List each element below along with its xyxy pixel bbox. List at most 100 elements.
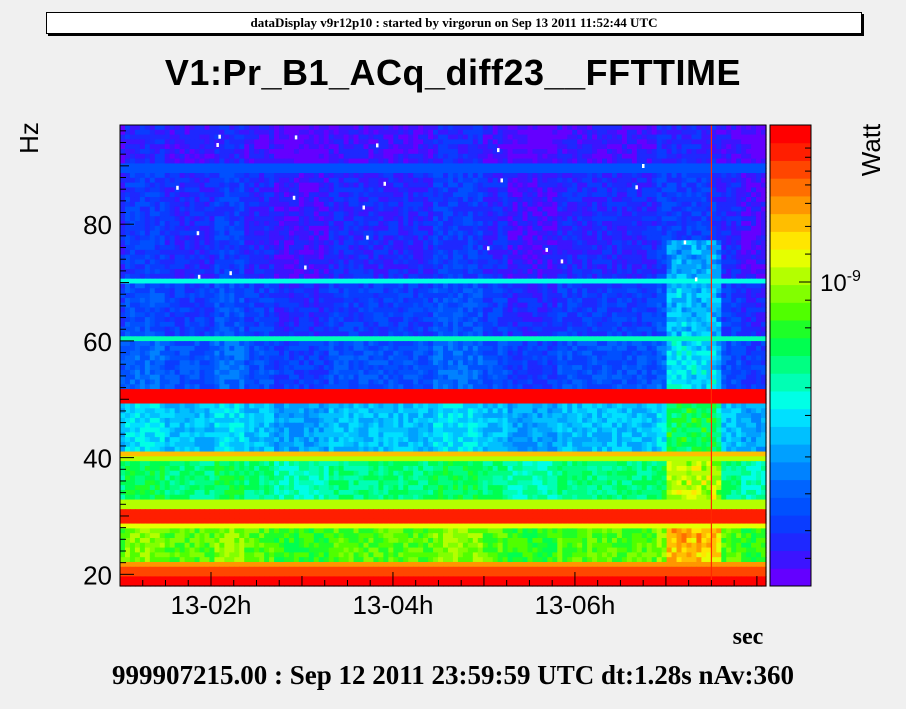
heatmap-cell [144,187,151,193]
heatmap-cell [214,293,220,299]
heatmap-cell [447,182,454,189]
heatmap-cell [706,245,712,251]
heatmap-cell [602,201,608,208]
heatmap-cell [279,297,285,304]
heatmap-cell [616,125,623,131]
heatmap-cell [209,173,216,179]
heatmap-cell [189,129,196,136]
heatmap-cell [298,177,305,184]
heatmap-cell [646,197,653,203]
heatmap-cell [666,211,673,217]
heatmap-cell [567,269,573,275]
heatmap-cell [447,139,454,145]
heatmap-cell [731,288,737,294]
heatmap-cell [537,173,543,179]
heatmap-cell [726,240,732,246]
heatmap-cell [338,249,345,256]
heatmap-cell [353,168,360,174]
heatmap-cell [696,129,702,136]
heatmap-cell [641,206,648,213]
heatmap-cell [457,254,464,261]
heatmap-cell [308,259,315,265]
heatmap-cell [338,269,345,275]
heatmap-cell [254,269,260,275]
heatmap-cell [671,230,678,237]
heatmap-cell [174,153,181,160]
heatmap-cell [293,278,300,285]
heatmap-cell [129,187,136,193]
heatmap-cell [681,177,688,184]
heatmap-cell [726,158,732,165]
heatmap-cell [194,129,201,136]
heatmap-cell [393,149,399,155]
heatmap-cell [761,206,767,213]
heatmap-cell [497,149,504,155]
heatmap-cell [611,187,618,193]
heatmap-cell [219,206,225,213]
heatmap-cell [587,211,593,217]
heatmap-cell [736,163,742,169]
heatmap-cell [706,235,712,241]
heatmap-cell [447,206,454,213]
heatmap-cell [219,307,225,313]
heatmap-cell [224,288,230,294]
heatmap-cell [547,211,553,217]
heatmap-cell [204,230,211,237]
heatmap-cell [194,273,201,280]
heatmap-cell [423,163,429,169]
heatmap-cell [626,230,633,237]
heatmap-cell [651,235,658,241]
heatmap-cell [582,269,588,275]
heatmap-cell [358,168,365,174]
heatmap-cell [482,278,489,285]
heatmap-cell [328,264,335,270]
heatmap-cell [403,158,409,165]
heatmap-cell [343,149,350,155]
heatmap-cell [328,297,335,304]
heatmap-cell [413,129,419,136]
heatmap-cell [184,302,191,309]
heatmap-cell [120,240,126,246]
heatmap-cell [711,288,717,294]
heatmap-cell [751,201,757,208]
heatmap-cell [308,134,315,140]
heatmap-cell [259,269,265,275]
heatmap-cell [517,163,524,169]
heatmap-cell [492,206,499,213]
heatmap-cell [462,206,469,213]
heatmap-cell [224,134,230,140]
heatmap-cell [269,197,275,203]
heatmap-cell [368,206,375,213]
heatmap-cell [671,168,678,174]
heatmap-cell [308,302,315,309]
heatmap-cell [462,173,469,179]
heatmap-cell [542,182,548,189]
heatmap-cell [626,149,633,155]
heatmap-cell [139,177,146,184]
heatmap-cell [139,153,146,160]
heatmap-cell [224,211,230,217]
heatmap-cell [537,211,543,217]
heatmap-cell [552,249,558,256]
heatmap-cell [224,264,230,270]
heatmap-cell [582,221,588,227]
heatmap-cell [363,245,370,251]
heatmap-cell [477,240,484,246]
heatmap-cell [497,125,504,131]
heatmap-cell [621,158,628,165]
heatmap-cell [239,293,245,299]
heatmap-cell [428,187,434,193]
heatmap-cell [447,249,454,256]
heatmap-cell [154,273,161,280]
heatmap-cell [239,259,245,265]
heatmap-cell [706,288,712,294]
heatmap-cell [433,144,439,150]
heatmap-cell [338,168,345,174]
heatmap-cell [174,293,181,299]
heatmap-cell [482,134,489,140]
heatmap-cell [711,221,717,227]
heatmap-cell [219,182,225,189]
heatmap-cell [472,177,479,184]
heatmap-cell [582,134,588,140]
heatmap-cell [433,216,439,222]
